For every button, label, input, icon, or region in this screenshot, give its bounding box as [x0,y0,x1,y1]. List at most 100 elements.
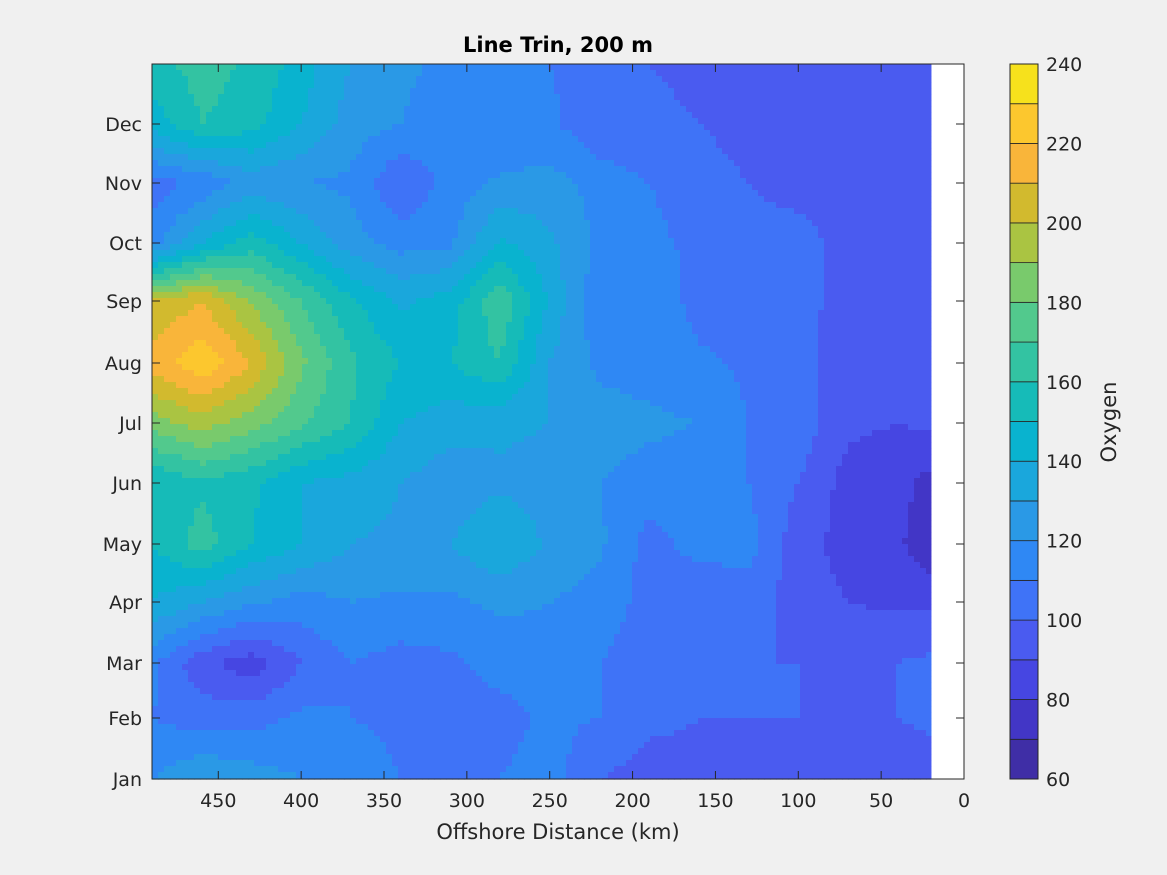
contour-cell [584,244,591,251]
contour-cell [410,190,417,197]
contour-cell [734,94,741,101]
contour-cell [698,94,705,101]
contour-cell [482,112,489,119]
contour-cell [218,82,225,89]
contour-cell [458,214,465,221]
contour-cell [896,178,903,185]
contour-cell [278,256,285,263]
contour-cell [704,190,711,197]
contour-cell [476,274,483,281]
contour-cell [488,262,495,269]
contour-cell [650,232,657,239]
contour-cell [320,220,327,227]
contour-cell [260,208,267,215]
contour-cell [434,262,441,269]
contour-cell [722,130,729,137]
contour-cell [362,256,369,263]
contour-cell [860,118,867,125]
contour-cell [602,196,609,203]
contour-cell [386,220,393,227]
contour-cell [788,262,795,269]
contour-cell [224,202,231,209]
contour-cell [914,82,921,89]
contour-cell [590,184,597,191]
contour-cell [620,232,627,239]
contour-cell [692,178,699,185]
contour-cell [872,274,879,281]
contour-cell [212,172,219,179]
contour-cell [422,262,429,269]
contour-cell [476,238,483,245]
contour-cell [854,214,861,221]
contour-cell [242,238,249,245]
contour-cell [698,64,705,71]
contour-cell [422,124,429,131]
contour-cell [350,118,357,125]
contour-cell [668,76,675,83]
contour-cell [626,262,633,269]
contour-cell [428,286,435,293]
contour-cell [392,124,399,131]
contour-cell [236,64,243,71]
contour-cell [248,256,255,263]
contour-cell [638,82,645,89]
contour-cell [686,160,693,167]
contour-cell [248,94,255,101]
contour-cell [530,190,537,197]
contour-cell [374,64,381,71]
contour-cell [920,286,927,293]
contour-cell [614,280,621,287]
contour-cell [332,172,339,179]
contour-cell [590,118,597,125]
contour-cell [770,64,777,71]
contour-cell [638,154,645,161]
contour-cell [698,214,705,221]
contour-cell [536,202,543,209]
contour-cell [464,292,471,299]
contour-cell [350,286,357,293]
contour-cell [698,148,705,155]
contour-cell [614,196,621,203]
contour-cell [158,280,165,287]
contour-cell [188,202,195,209]
contour-cell [644,286,651,293]
contour-cell [704,154,711,161]
contour-cell [644,244,651,251]
contour-cell [698,244,705,251]
contour-cell [206,214,213,221]
contour-cell [170,130,177,137]
contour-cell [518,232,525,239]
contour-cell [308,202,315,209]
contour-cell [854,166,861,173]
contour-cell [782,226,789,233]
contour-cell [272,208,279,215]
contour-cell [566,268,573,275]
contour-cell [320,70,327,77]
contour-cell [188,70,195,77]
contour-cell [824,178,831,185]
contour-cell [638,88,645,95]
contour-cell [482,262,489,269]
contour-cell [566,244,573,251]
contour-cell [536,256,543,263]
contour-cell [728,124,735,131]
contour-cell [332,190,339,197]
contour-cell [158,172,165,179]
contour-cell [176,172,183,179]
contour-cell [548,148,555,155]
contour-cell [896,124,903,131]
contour-cell [740,178,747,185]
contour-cell [362,172,369,179]
contour-cell [404,232,411,239]
contour-cell [338,190,345,197]
contour-cell [722,208,729,215]
contour-cell [152,154,159,161]
contour-cell [830,238,837,245]
contour-cell [506,262,513,269]
contour-cell [158,220,165,227]
contour-cell [614,64,621,71]
contour-cell [920,208,927,215]
contour-cell [800,268,807,275]
contour-cell [644,196,651,203]
contour-cell [668,250,675,257]
